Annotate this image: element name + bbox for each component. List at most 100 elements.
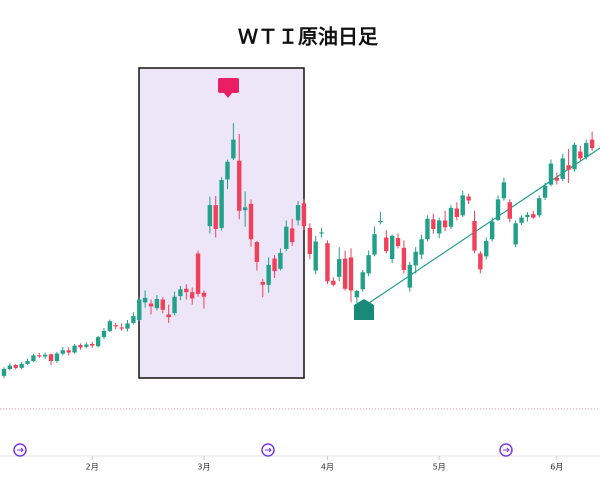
event-icon xyxy=(499,443,513,457)
candle-body xyxy=(319,232,324,234)
candle-body xyxy=(248,203,254,240)
candle-body xyxy=(354,291,360,298)
candle-body xyxy=(278,252,283,269)
event-icon xyxy=(261,443,275,457)
x-tick-label: 6月 xyxy=(550,463,563,472)
candle-body xyxy=(101,330,107,338)
candle-body xyxy=(366,255,371,274)
candle-body xyxy=(31,355,36,362)
candle-body xyxy=(42,354,48,357)
candle-body xyxy=(260,281,265,285)
candle-body xyxy=(337,259,342,277)
candle-body xyxy=(513,223,518,245)
event-icon xyxy=(13,443,27,457)
candle-body xyxy=(525,214,530,218)
candle-body xyxy=(425,218,430,240)
candle-body xyxy=(137,299,142,321)
candle-body xyxy=(107,321,113,331)
candle-body xyxy=(48,354,54,362)
candle-body xyxy=(519,217,524,223)
candle-body xyxy=(131,316,136,323)
candle-body xyxy=(19,363,24,368)
low-marker xyxy=(354,299,374,320)
candle-body xyxy=(578,151,583,159)
candle-body xyxy=(266,264,271,285)
candle-body xyxy=(272,258,277,272)
candle-body xyxy=(13,365,18,368)
candle-body xyxy=(84,344,89,347)
candle-body xyxy=(466,196,471,201)
candle-body xyxy=(295,205,301,221)
candle-body xyxy=(60,350,66,354)
candle-body xyxy=(90,343,95,346)
candle-body xyxy=(119,327,124,329)
candle-body xyxy=(342,258,348,289)
candle-body xyxy=(113,325,118,327)
chart-title: ＷＴＩ原油日足 xyxy=(238,25,379,49)
candle-body xyxy=(325,243,330,282)
candle-body xyxy=(25,361,30,364)
candle-body xyxy=(160,299,165,310)
candle-body xyxy=(407,264,413,288)
candle-body xyxy=(219,180,224,228)
candle-body xyxy=(301,203,307,227)
candle-body xyxy=(313,241,318,271)
candle-body xyxy=(172,296,177,314)
high-marker xyxy=(218,78,239,98)
candle-body xyxy=(507,202,512,219)
candle-body xyxy=(560,158,565,179)
candle-body xyxy=(207,205,213,227)
candle-body xyxy=(195,253,201,294)
candle-body xyxy=(448,207,454,227)
candle-body xyxy=(372,234,377,255)
candle-body xyxy=(536,198,542,216)
candle-body xyxy=(566,165,571,170)
candle-body xyxy=(401,247,407,270)
candle-body xyxy=(572,144,577,170)
candle-body xyxy=(125,323,130,329)
candle-body xyxy=(201,292,207,297)
candle-body xyxy=(231,139,236,159)
candle-body xyxy=(289,228,295,243)
x-tick-label: 3月 xyxy=(197,463,210,472)
candle-body xyxy=(442,220,448,228)
trend-line xyxy=(362,147,600,308)
candle-body xyxy=(584,143,589,158)
candle-body xyxy=(554,177,560,181)
candle-body xyxy=(166,314,171,318)
x-tick-label: 5月 xyxy=(433,463,446,472)
candle-body xyxy=(484,240,489,257)
candle-body xyxy=(589,139,595,149)
candle-body xyxy=(437,220,442,234)
candle-body xyxy=(501,182,507,199)
candle-body xyxy=(348,257,354,291)
candle-body xyxy=(384,237,389,252)
candle-body xyxy=(284,226,289,249)
candle-body xyxy=(472,221,477,251)
candle-body xyxy=(419,239,424,255)
candle-body xyxy=(78,345,83,348)
candle-body xyxy=(460,195,465,216)
candle-body xyxy=(360,272,365,290)
candle-body xyxy=(1,369,7,376)
candle-body xyxy=(331,280,336,285)
candle-body xyxy=(542,185,548,198)
candle-body xyxy=(431,219,436,229)
candle-body xyxy=(189,292,195,299)
candle-body xyxy=(72,345,77,353)
candle-body xyxy=(389,235,395,260)
x-tick-label: 2月 xyxy=(86,463,99,472)
candle-body xyxy=(454,208,460,218)
candle-body xyxy=(495,199,501,220)
candle-body xyxy=(95,337,101,347)
candle-body xyxy=(213,205,218,229)
candle-body xyxy=(307,227,313,255)
candle-body xyxy=(37,355,42,357)
candle-body xyxy=(254,242,260,262)
candle-body xyxy=(237,160,242,211)
candle-body xyxy=(225,161,230,180)
candle-body xyxy=(178,289,183,297)
candle-body xyxy=(184,288,189,293)
candle-body xyxy=(531,214,536,218)
